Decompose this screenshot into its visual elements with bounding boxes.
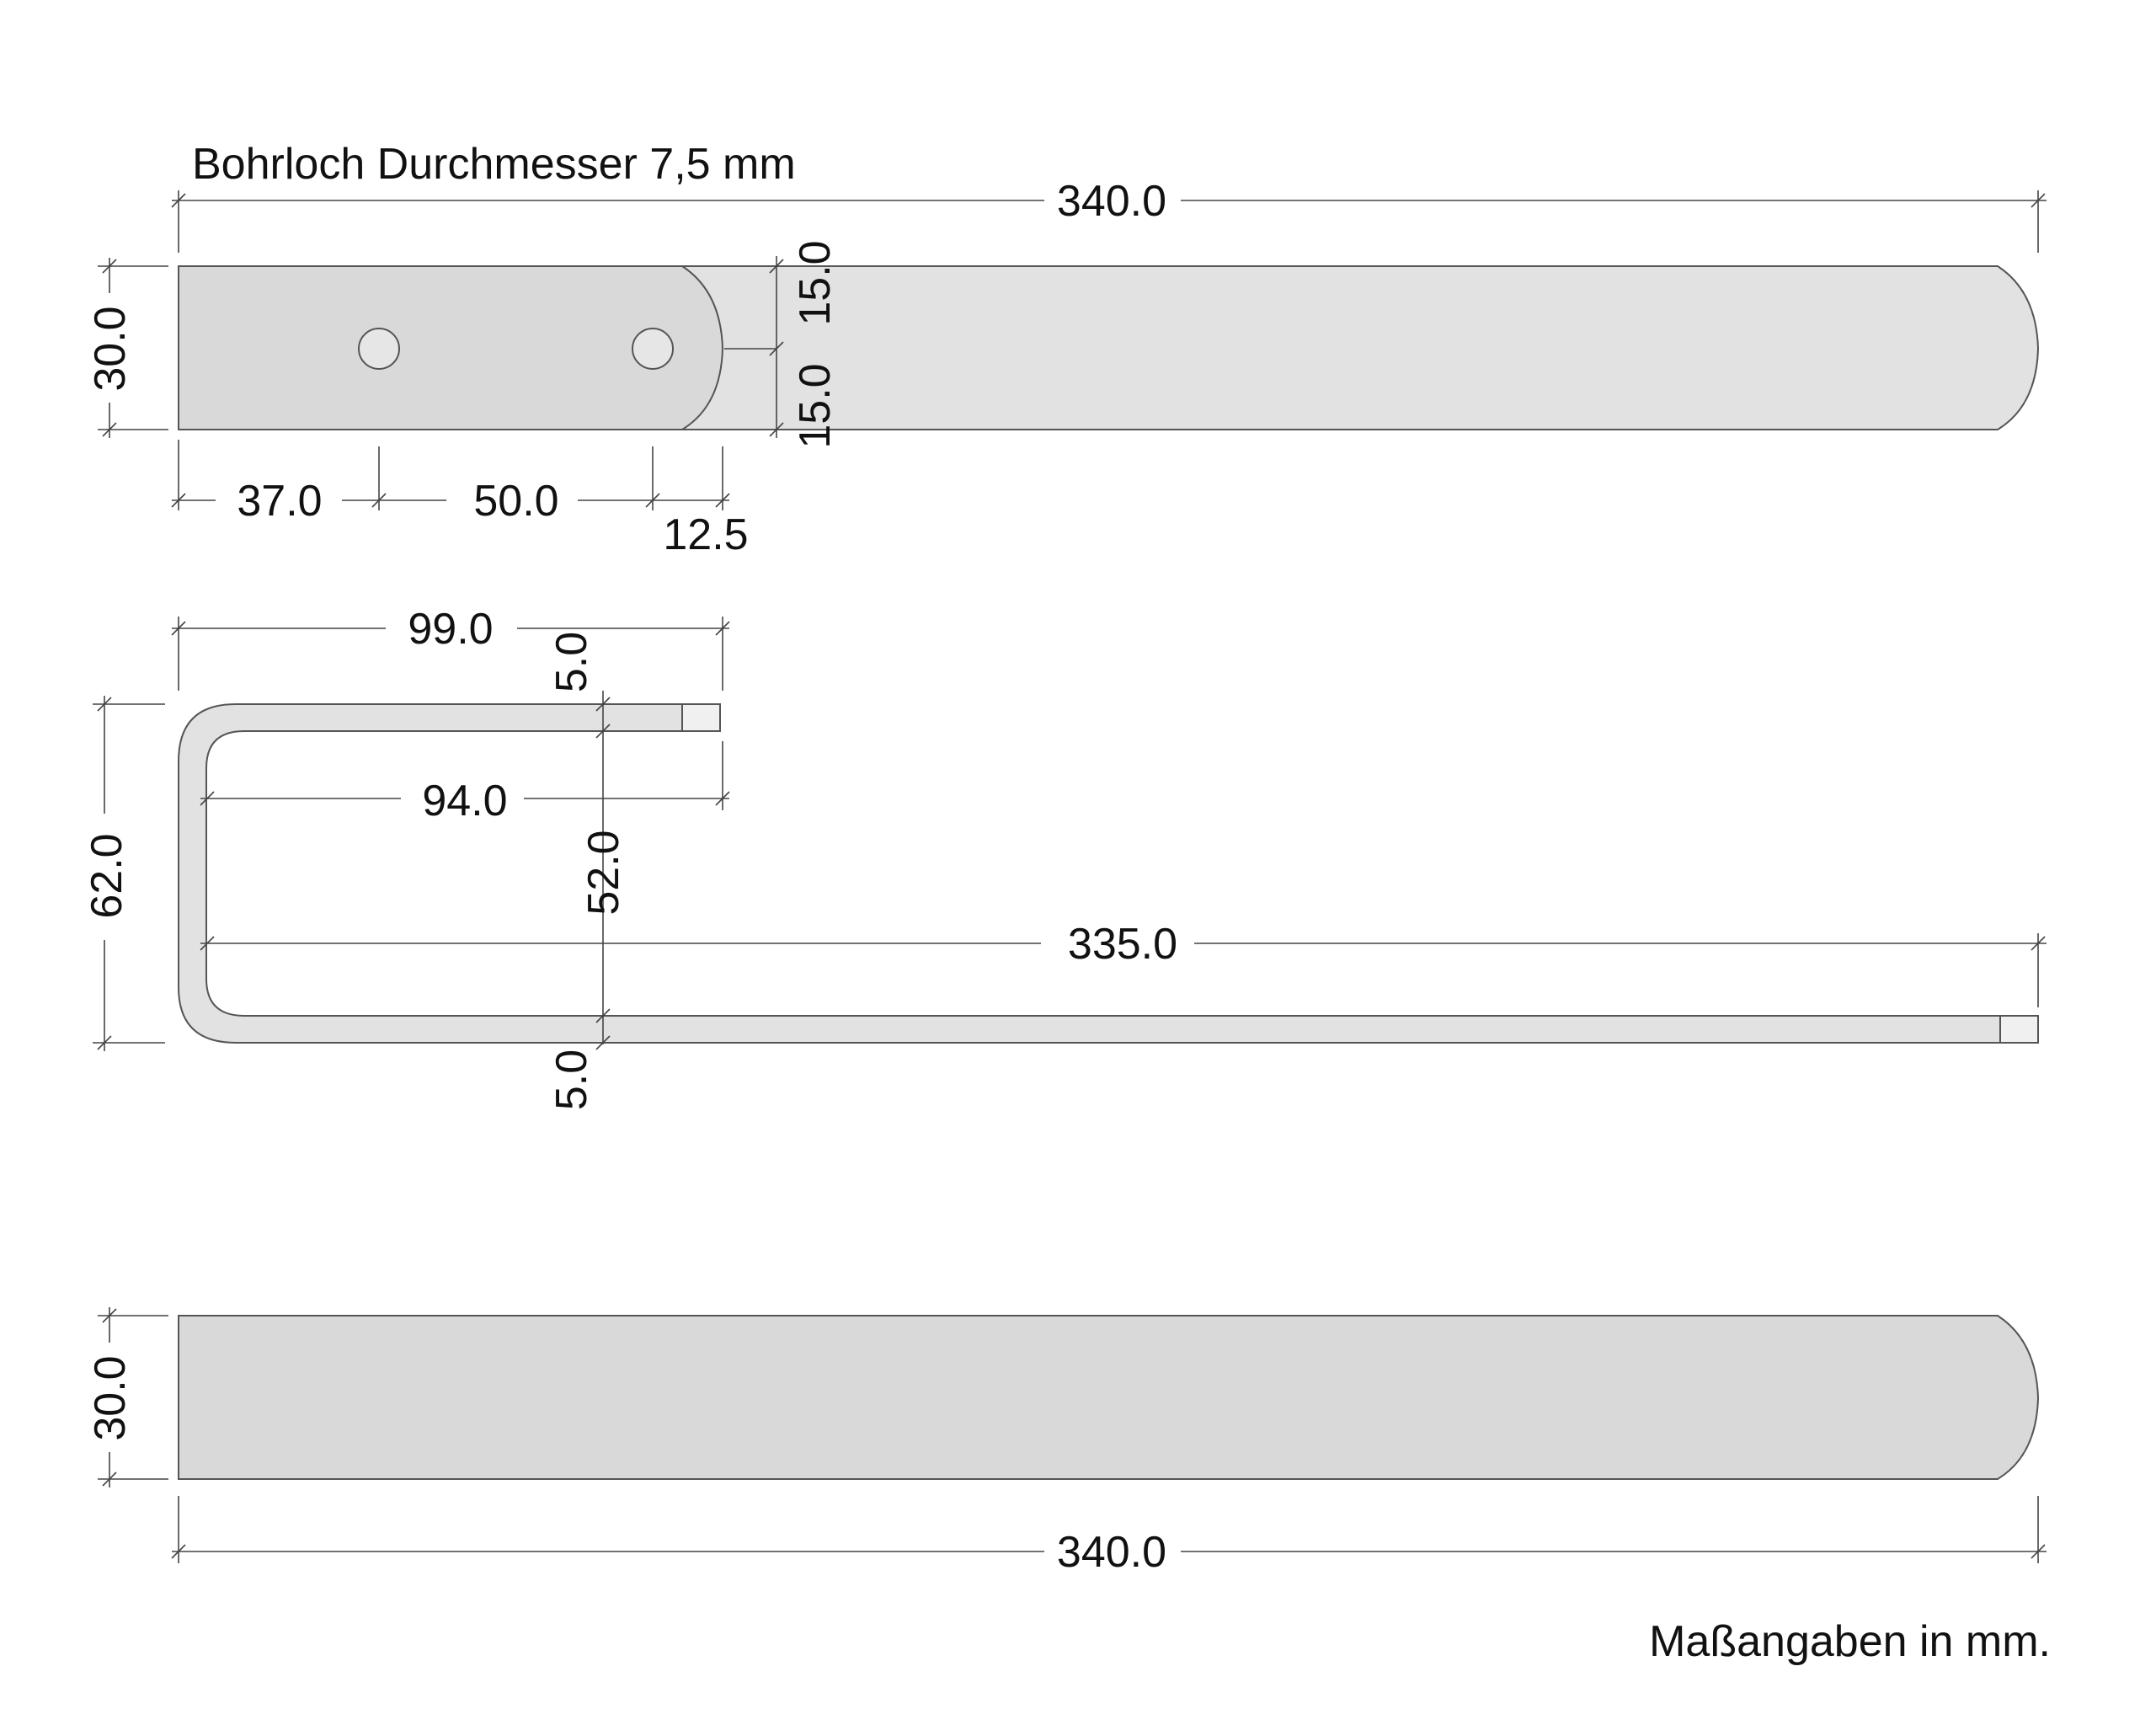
view-plain-bar: 30.0 340.0 bbox=[86, 1307, 2047, 1577]
dim-height: 62.0 bbox=[83, 833, 131, 918]
units-note: Maßangaben in mm. bbox=[1649, 1617, 2051, 1666]
dim-edge: 12.5 bbox=[663, 510, 748, 559]
dim-width-bottom: 30.0 bbox=[86, 1355, 135, 1440]
dim-inner-height: 52.0 bbox=[579, 830, 628, 915]
view-top-with-holes: 340.0 30.0 15.0 15.0 37.0 50.0 12.5 bbox=[86, 177, 2047, 559]
top-leg-tip bbox=[681, 703, 721, 732]
view-side-profile: 99.0 5.0 94.0 62.0 52.0 335.0 5.0 bbox=[83, 605, 2047, 1110]
dim-thickness-bottom: 5.0 bbox=[547, 1049, 596, 1110]
dim-long-leg: 335.0 bbox=[1068, 920, 1177, 969]
dim-half-bottom: 15.0 bbox=[791, 363, 840, 448]
bar-plate-bottom bbox=[178, 1315, 2040, 1480]
dim-top-leg: 99.0 bbox=[408, 605, 493, 654]
dim-hole-spacing: 50.0 bbox=[473, 477, 558, 526]
dim-length-top: 340.0 bbox=[1057, 177, 1166, 226]
drill-hole-1 bbox=[358, 328, 400, 370]
dim-length-bottom: 340.0 bbox=[1057, 1528, 1166, 1577]
drill-hole-2 bbox=[632, 328, 674, 370]
dim-width-top: 30.0 bbox=[86, 306, 135, 391]
dim-half-top: 15.0 bbox=[791, 240, 840, 325]
bar-tab-darker bbox=[178, 265, 724, 430]
dim-hole1-offset: 37.0 bbox=[237, 477, 322, 526]
bottom-leg-tip bbox=[1999, 1015, 2039, 1044]
dim-thickness-top: 5.0 bbox=[547, 632, 596, 692]
hole-diameter-note: Bohrloch Durchmesser 7,5 mm bbox=[192, 140, 796, 189]
bent-profile bbox=[178, 703, 2039, 1044]
dim-inner-top: 94.0 bbox=[422, 777, 507, 825]
